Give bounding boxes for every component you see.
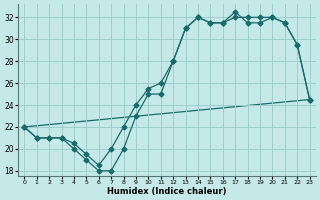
X-axis label: Humidex (Indice chaleur): Humidex (Indice chaleur)	[107, 187, 227, 196]
